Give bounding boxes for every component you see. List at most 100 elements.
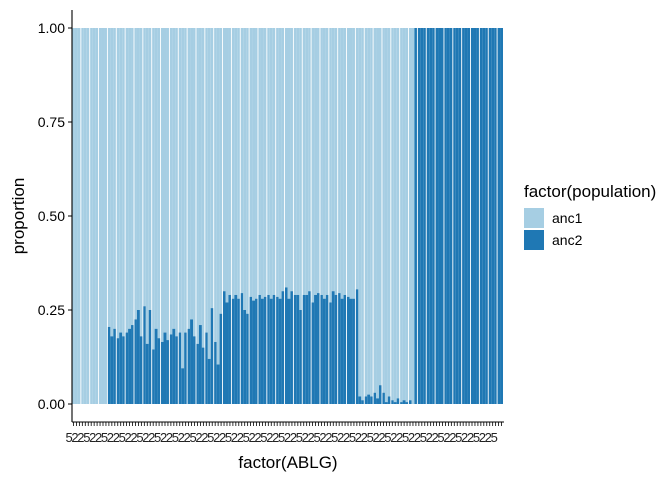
bar-anc2 — [346, 296, 350, 404]
bar-anc2 — [420, 28, 424, 404]
bar-anc2 — [198, 325, 202, 404]
bar-anc1 — [311, 28, 315, 303]
bar-anc1 — [243, 28, 247, 310]
bar-anc1 — [98, 28, 102, 404]
bar-anc2 — [461, 28, 465, 404]
bar-anc2 — [482, 28, 486, 404]
x-tick-label: 2 — [125, 430, 132, 445]
bar-anc2 — [145, 343, 149, 404]
bar-anc1 — [390, 28, 394, 401]
x-tick-label: 2 — [77, 430, 84, 445]
x-tick-label: 5 — [384, 430, 391, 445]
bar-anc1 — [131, 28, 134, 326]
y-axis: 0.00 0.25 0.50 0.75 1.00 — [38, 10, 73, 422]
bar-anc1 — [373, 28, 377, 393]
legend-label-anc2: anc2 — [552, 232, 583, 248]
x-tick-label: 2 — [467, 430, 474, 445]
x-tick-label: 2 — [378, 430, 385, 445]
bar-anc2 — [178, 332, 182, 404]
bar-anc2 — [154, 328, 158, 404]
bar-anc1 — [284, 28, 288, 288]
bar-anc2 — [243, 310, 247, 404]
bar-anc2 — [240, 293, 244, 404]
bar-anc2 — [319, 294, 323, 404]
bar-anc1 — [237, 28, 241, 299]
x-tick-label: 2 — [355, 430, 362, 445]
bar-anc2 — [293, 294, 297, 404]
bar-anc2 — [187, 328, 191, 404]
x-tick-label: 2 — [337, 430, 344, 445]
bar-anc2 — [367, 394, 371, 404]
x-tick-label: 2 — [449, 430, 456, 445]
bar-anc1 — [296, 28, 300, 295]
bar-anc2 — [169, 334, 173, 404]
bar-anc2 — [281, 291, 285, 404]
bar-anc1 — [249, 28, 253, 297]
bar-anc1 — [411, 28, 415, 404]
x-tick-label: 5 — [349, 430, 356, 445]
bar-anc1 — [358, 28, 362, 397]
bar-anc1 — [402, 28, 406, 401]
bar-anc2 — [163, 332, 167, 404]
bar-anc1 — [269, 28, 273, 299]
y-tick-label: 0.25 — [38, 302, 65, 318]
bar-anc1 — [231, 28, 235, 299]
bar-anc2 — [228, 294, 232, 404]
bar-anc1 — [157, 28, 161, 339]
bar-anc1 — [74, 28, 78, 404]
x-tick-label: 2 — [113, 430, 120, 445]
bar-anc1 — [314, 28, 318, 295]
y-tick-label: 1.00 — [38, 20, 65, 36]
x-tick-label: 2 — [219, 430, 226, 445]
bar-anc1 — [145, 28, 149, 344]
bar-anc1 — [80, 28, 84, 404]
bar-anc2 — [402, 400, 406, 404]
x-tick-label: 2 — [390, 430, 397, 445]
bar-anc1 — [408, 28, 412, 401]
bar-anc2 — [458, 28, 462, 404]
bar-anc1 — [219, 28, 223, 314]
bar-anc2 — [379, 385, 382, 404]
bar-anc2 — [467, 28, 471, 404]
x-tick-label: 5 — [154, 430, 161, 445]
bar-anc1 — [193, 28, 196, 337]
x-tick-label: 2 — [89, 430, 96, 445]
legend-title: factor(population) — [524, 182, 656, 201]
bar-anc2 — [408, 400, 412, 404]
x-tick-label: 5 — [172, 430, 179, 445]
bar-anc2 — [384, 402, 388, 404]
bar-anc1 — [257, 28, 261, 295]
bar-anc1 — [207, 28, 211, 359]
bar-anc1 — [302, 28, 306, 295]
x-tick-label: 5 — [455, 430, 462, 445]
bar-anc1 — [234, 28, 238, 295]
legend-swatch-anc2 — [524, 230, 544, 250]
bar-anc2 — [272, 294, 276, 404]
bar-anc2 — [334, 294, 338, 404]
bar-anc2 — [263, 296, 267, 404]
bar-anc2 — [479, 28, 483, 404]
bar-anc2 — [500, 28, 503, 404]
bar-anc2 — [446, 28, 450, 404]
bar-anc1 — [198, 28, 202, 326]
x-tick-label: 5 — [367, 430, 374, 445]
bar-anc2 — [107, 326, 111, 404]
bar-anc1 — [319, 28, 323, 295]
x-tick-label: 5 — [243, 430, 250, 445]
x-tick-label: 5 — [136, 430, 143, 445]
x-tick-label: 2 — [142, 430, 149, 445]
bar-anc2 — [190, 319, 194, 404]
x-tick-label: 2 — [184, 430, 191, 445]
bar-anc1 — [163, 28, 167, 333]
x-tick-label: 2 — [432, 430, 439, 445]
bar-anc2 — [207, 358, 211, 404]
bar-anc2 — [252, 300, 256, 404]
bar-anc1 — [337, 28, 341, 294]
bar-anc2 — [349, 298, 353, 404]
bar-anc1 — [225, 28, 229, 303]
x-tick-label: 5 — [260, 430, 267, 445]
bar-anc2 — [287, 298, 291, 404]
bar-anc2 — [269, 298, 273, 404]
bar-anc1 — [343, 28, 347, 295]
y-tick-label: 0.75 — [38, 114, 65, 130]
